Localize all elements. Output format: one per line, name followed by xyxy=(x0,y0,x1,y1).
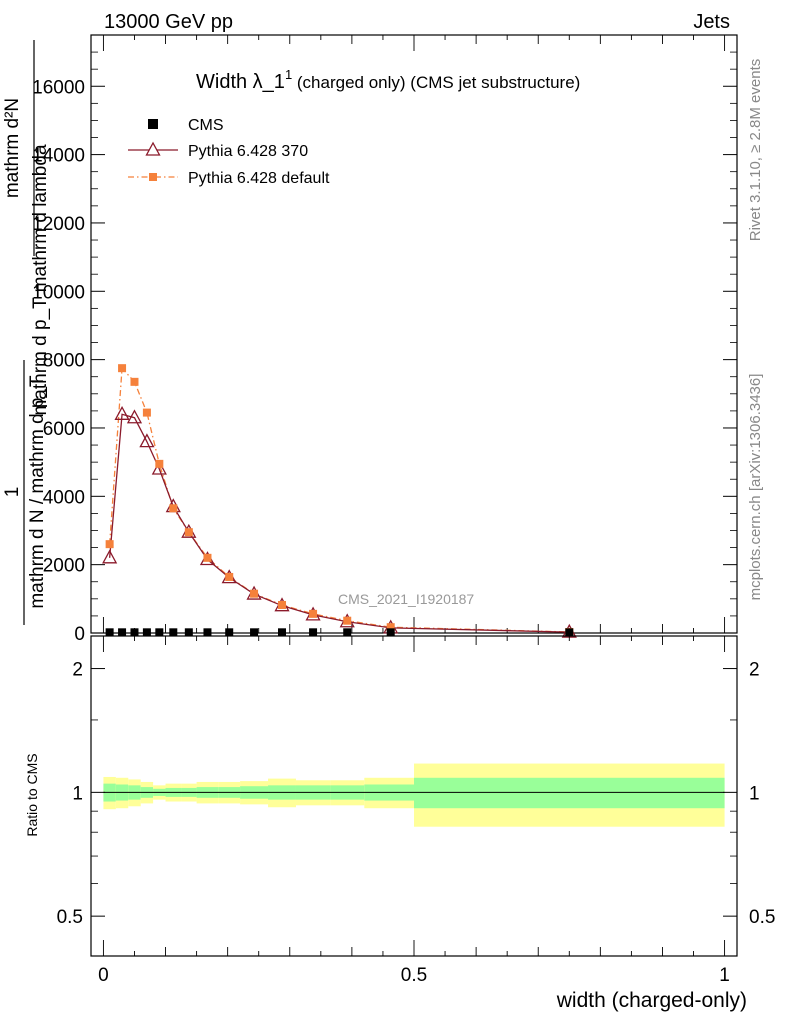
marker-cms xyxy=(184,628,193,637)
x-tick-label: 1 xyxy=(719,965,730,986)
marker-cms xyxy=(565,628,574,637)
marker-cms xyxy=(278,628,287,637)
marker-cms xyxy=(118,628,127,637)
y-tick-label: 14000 xyxy=(32,146,85,167)
y-tick-label: 16000 xyxy=(32,77,85,98)
chart-title-main: Width λ_1 xyxy=(196,71,285,93)
legend-marker-pythia-default xyxy=(149,173,157,181)
marker-cms xyxy=(169,628,178,637)
marker-pythia-default xyxy=(203,553,212,562)
rivet-label: Rivet 3.1.10, ≥ 2.8M events xyxy=(747,59,764,242)
marker-pythia-default xyxy=(142,408,151,417)
y-tick-label: 12000 xyxy=(32,214,85,235)
marker-cms xyxy=(343,628,352,637)
ratio-tick-label-right: 0.5 xyxy=(749,907,775,928)
marker-cms xyxy=(250,628,259,637)
marker-pythia-default xyxy=(118,364,127,373)
chart-title: Width λ_11 (charged only) (CMS jet subst… xyxy=(196,67,580,93)
y-tick-label: 6000 xyxy=(43,419,85,440)
ylabel-numerator: mathrm d²N xyxy=(2,98,23,198)
legend: CMS Pythia 6.428 370 Pythia 6.428 default xyxy=(128,117,330,187)
marker-pythia-default xyxy=(184,528,193,537)
y-tick-label: 8000 xyxy=(43,351,85,372)
header-right: Jets xyxy=(693,11,730,33)
mcplots-label: mcplots.cern.ch [arXiv:1306.3436] xyxy=(747,374,764,601)
marker-pythia-default xyxy=(130,377,139,386)
x-tick-label: 0 xyxy=(98,965,109,986)
marker-pythia-default xyxy=(250,589,259,598)
marker-cms xyxy=(105,628,114,637)
marker-pythia-default xyxy=(309,609,318,618)
y-tick-label: 0 xyxy=(74,624,85,645)
chart-title-tail: (charged only) (CMS jet substructure) xyxy=(292,73,580,92)
marker-pythia-default xyxy=(225,572,234,581)
y-tick-label: 2000 xyxy=(43,556,85,577)
marker-pythia-370 xyxy=(151,460,167,475)
ylabel-denominator: mathrm d p_T mathrm d lambda xyxy=(30,144,51,415)
ratio-panel: 0 0.5 1 0.5 0.5 1 1 2 2 xyxy=(57,635,775,986)
marker-cms xyxy=(155,628,164,637)
ratio-tick-label: 0.5 xyxy=(57,907,83,928)
ylabel-left-numerator: 1 xyxy=(2,487,23,498)
y-tick-label: 4000 xyxy=(43,487,85,508)
marker-pythia-370 xyxy=(139,433,155,448)
ratio-tick-label: 1 xyxy=(72,783,83,804)
ratio-tick-label-right: 1 xyxy=(749,783,760,804)
watermark: CMS_2021_I1920187 xyxy=(338,591,474,607)
marker-cms xyxy=(142,628,151,637)
legend-marker-pythia-370 xyxy=(145,141,161,156)
x-tick-label: 0.5 xyxy=(401,965,427,986)
marker-pythia-370 xyxy=(114,405,130,420)
marker-pythia-default xyxy=(343,616,352,625)
legend-label: Pythia 6.428 370 xyxy=(188,143,308,160)
legend-marker-cms xyxy=(148,119,158,129)
marker-cms xyxy=(386,628,395,637)
marker-pythia-default xyxy=(169,504,178,513)
ratio-band-inner xyxy=(414,777,725,809)
legend-label: CMS xyxy=(188,117,224,134)
header-left: 13000 GeV pp xyxy=(104,11,233,33)
marker-cms xyxy=(225,628,234,637)
marker-cms xyxy=(130,628,139,637)
marker-pythia-default xyxy=(105,540,114,549)
marker-cms xyxy=(309,628,318,637)
ratio-tick-label-right: 2 xyxy=(749,660,760,681)
legend-label: Pythia 6.428 default xyxy=(188,170,330,187)
marker-pythia-370 xyxy=(126,409,143,424)
x-axis-title: width (charged-only) xyxy=(556,989,747,1012)
chart-title-sup: 1 xyxy=(285,67,292,82)
y-tick-label: 10000 xyxy=(32,282,85,303)
marker-pythia-default xyxy=(386,623,395,632)
marker-pythia-370 xyxy=(102,549,118,564)
ratio-ylabel: Ratio to CMS xyxy=(24,753,40,836)
marker-pythia-default xyxy=(278,600,287,609)
ratio-tick-label: 2 xyxy=(72,660,83,681)
marker-cms xyxy=(203,628,212,637)
main-panel: 0 2000 4000 6000 8000 10000 12000 14000 16000 xyxy=(32,34,738,645)
marker-pythia-default xyxy=(155,459,164,468)
ylabel-left-denominator: mathrm d N / mathrm d p_T xyxy=(27,375,48,609)
